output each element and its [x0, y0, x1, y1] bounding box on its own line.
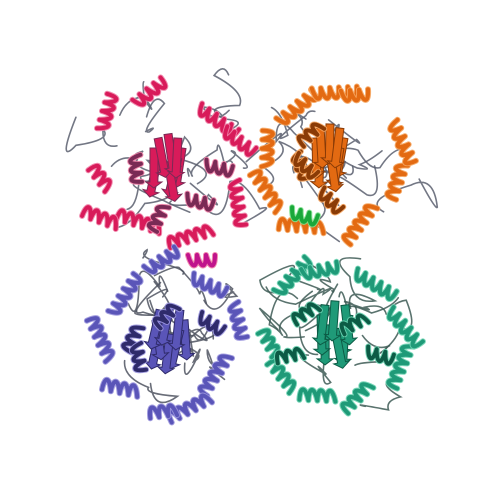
chain-c-domain [83, 243, 251, 426]
chain-b-domain [245, 83, 439, 248]
interface-patches [185, 204, 321, 269]
chain-a-domain [65, 67, 268, 251]
chain-d-domain [255, 253, 426, 417]
